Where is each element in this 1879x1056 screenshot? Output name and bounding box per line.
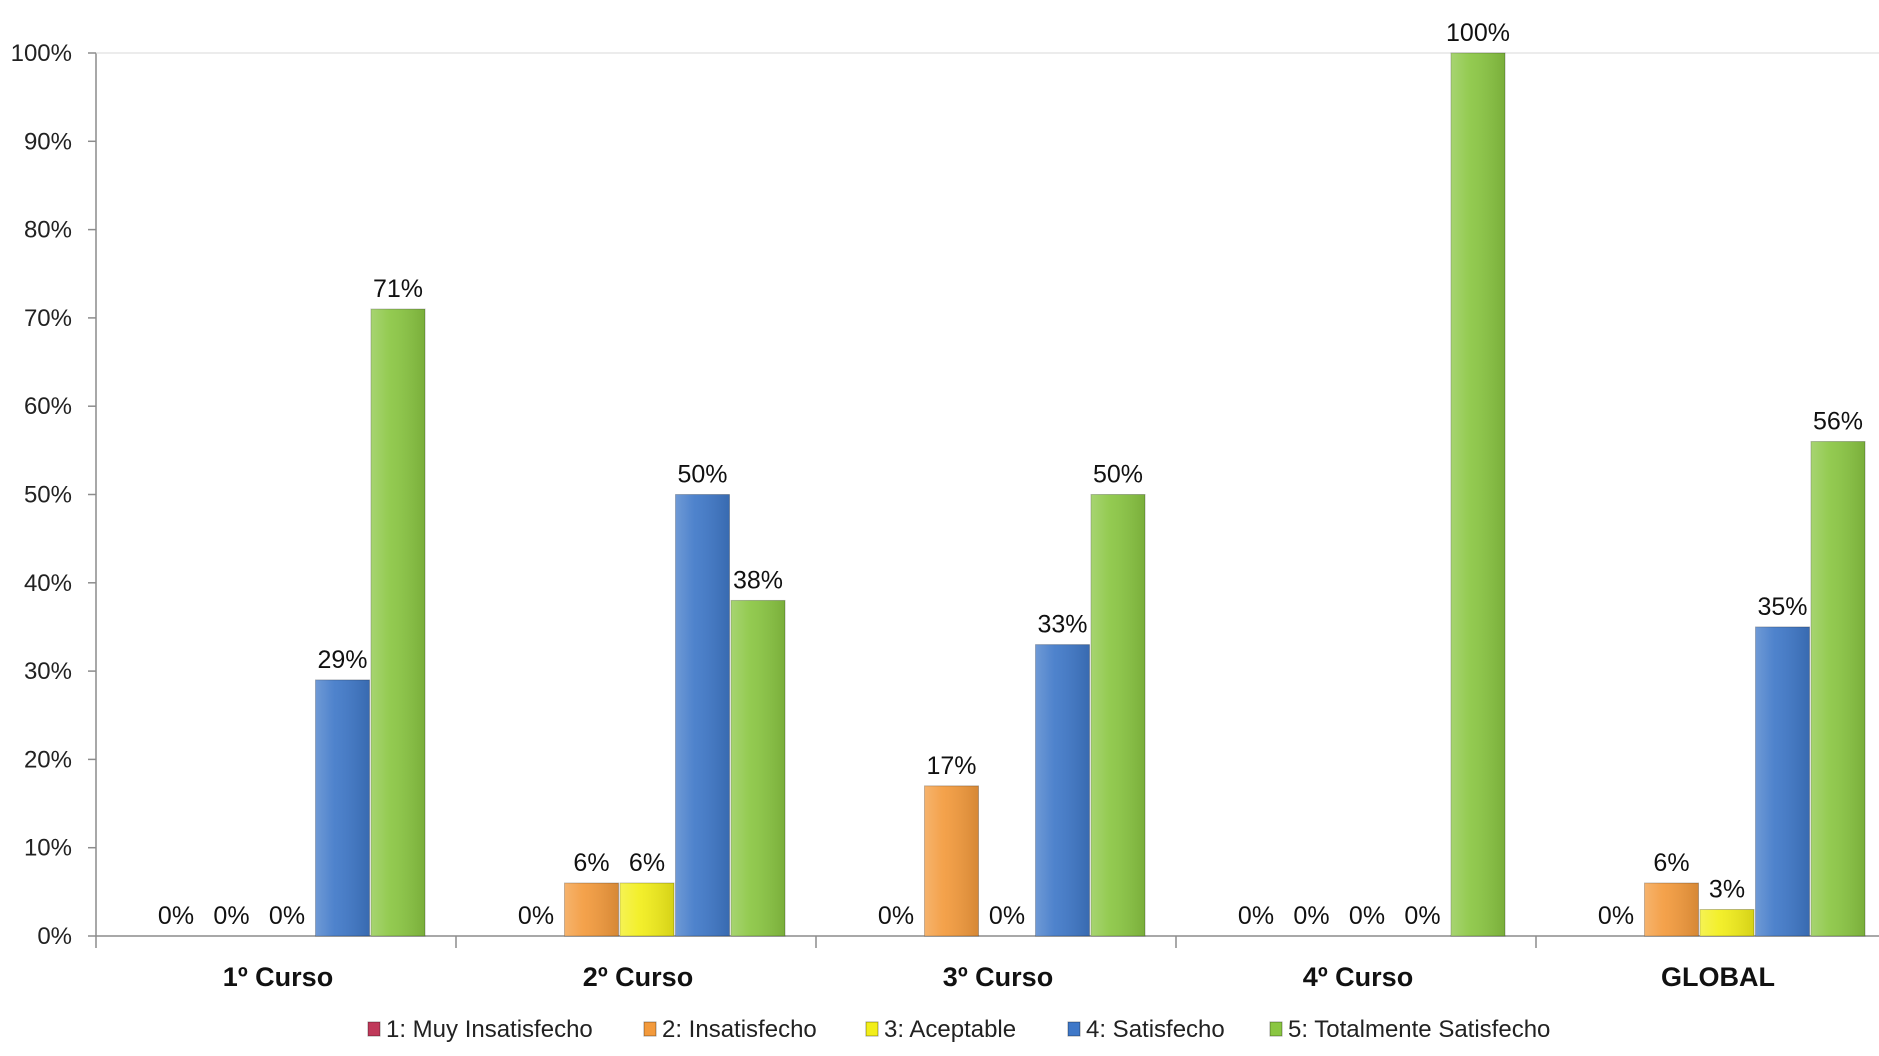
data-label: 0% bbox=[518, 902, 554, 930]
bar-highlight bbox=[1755, 626, 1810, 936]
data-label: 0% bbox=[1598, 902, 1634, 930]
data-label: 71% bbox=[373, 275, 423, 303]
x-category-label: GLOBAL bbox=[1661, 962, 1775, 992]
bar-highlight bbox=[1451, 53, 1505, 936]
data-label: 0% bbox=[1404, 902, 1440, 930]
x-category-label: 1º Curso bbox=[223, 962, 333, 992]
data-label: 0% bbox=[213, 902, 249, 930]
data-label: 0% bbox=[269, 902, 305, 930]
x-category-label: 4º Curso bbox=[1303, 962, 1413, 992]
data-label: 29% bbox=[317, 646, 367, 674]
data-label: 0% bbox=[878, 902, 914, 930]
x-category-label: 3º Curso bbox=[943, 962, 1053, 992]
legend-swatch bbox=[643, 1021, 657, 1037]
bar-highlight bbox=[1091, 494, 1145, 936]
x-category-label: 2º Curso bbox=[583, 962, 693, 992]
y-tick-label: 80% bbox=[24, 217, 72, 244]
y-tick-label: 0% bbox=[37, 923, 72, 950]
bar-highlight bbox=[1644, 883, 1699, 936]
bar-highlight bbox=[315, 679, 370, 936]
data-label: 0% bbox=[1349, 902, 1385, 930]
data-label: 0% bbox=[158, 902, 194, 930]
y-axis: 0% 10% 20% 30% 40% 50% 60% 70% 80% 90% 100% bbox=[11, 40, 1879, 950]
data-label: 6% bbox=[1653, 849, 1689, 877]
legend-label: 2: Insatisfecho bbox=[662, 1016, 817, 1043]
bar-highlight bbox=[924, 785, 979, 936]
data-label: 100% bbox=[1446, 19, 1510, 47]
bar-highlight bbox=[564, 883, 619, 936]
legend-label: 3: Aceptable bbox=[884, 1016, 1016, 1043]
data-label: 50% bbox=[677, 461, 727, 489]
y-tick-label: 100% bbox=[11, 40, 72, 67]
legend-swatch bbox=[367, 1021, 381, 1037]
data-label: 56% bbox=[1813, 408, 1863, 436]
legend-swatch bbox=[865, 1021, 879, 1037]
data-labels-group: 0% 0% 0% 0% 0% 0% 6% 17% 0% 6% 0% 6% 0% 0% 3% 29% 50% 33%… bbox=[158, 19, 1863, 930]
legend-swatch bbox=[1269, 1021, 1283, 1037]
data-label: 33% bbox=[1037, 611, 1087, 639]
data-label: 0% bbox=[1238, 902, 1274, 930]
data-label: 6% bbox=[629, 849, 665, 877]
y-tick-label: 20% bbox=[24, 746, 72, 773]
data-label: 0% bbox=[989, 902, 1025, 930]
y-tick-label: 60% bbox=[24, 393, 72, 420]
bar-highlight bbox=[371, 309, 425, 936]
y-tick-label: 50% bbox=[24, 482, 72, 509]
bar-highlight bbox=[1811, 441, 1865, 936]
y-tick-label: 40% bbox=[24, 570, 72, 597]
y-tick-label: 90% bbox=[24, 128, 72, 155]
x-axis: 1º Curso 2º Curso 3º Curso 4º Curso GLOBAL bbox=[95, 935, 1879, 992]
bar-highlight bbox=[620, 883, 674, 936]
data-label: 35% bbox=[1757, 593, 1807, 621]
data-label: 6% bbox=[573, 849, 609, 877]
data-label: 3% bbox=[1709, 876, 1745, 904]
data-label: 17% bbox=[926, 752, 976, 780]
legend: 1: Muy Insatisfecho 2: Insatisfecho 3: Ace… bbox=[367, 1016, 1550, 1043]
legend-swatch bbox=[1067, 1021, 1081, 1037]
bar-highlight bbox=[1035, 644, 1090, 936]
legend-label: 4: Satisfecho bbox=[1086, 1016, 1225, 1043]
data-label: 50% bbox=[1093, 461, 1143, 489]
data-label: 38% bbox=[733, 566, 783, 594]
data-label: 0% bbox=[1293, 902, 1329, 930]
bar-highlight bbox=[675, 494, 730, 936]
y-tick-label: 30% bbox=[24, 658, 72, 685]
bar-highlight bbox=[1700, 909, 1754, 936]
legend-label: 1: Muy Insatisfecho bbox=[386, 1016, 593, 1043]
y-tick-label: 10% bbox=[24, 835, 72, 862]
y-tick-label: 70% bbox=[24, 305, 72, 332]
legend-label: 5: Totalmente Satisfecho bbox=[1288, 1016, 1550, 1043]
bars-group bbox=[315, 52, 1866, 937]
bar-highlight bbox=[731, 600, 785, 936]
